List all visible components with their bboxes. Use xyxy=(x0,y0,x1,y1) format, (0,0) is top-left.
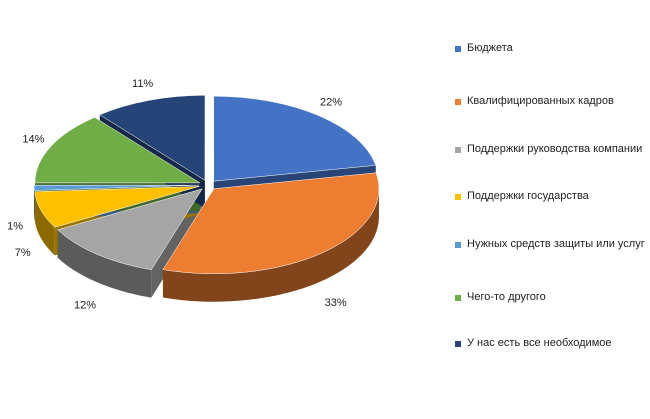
legend-swatch xyxy=(455,242,461,248)
data-label: 7% xyxy=(15,247,31,259)
legend-label: Поддержки государства xyxy=(467,190,589,202)
slice xyxy=(162,172,380,274)
legend-label: У нас есть все необходимое xyxy=(467,337,612,349)
legend-item: У нас есть все необходимое xyxy=(455,335,645,352)
legend-item: Бюджета xyxy=(455,40,645,57)
slice xyxy=(34,117,201,184)
legend-swatch xyxy=(455,295,461,301)
legend-item: Чего-то другого xyxy=(455,289,645,306)
slice-side xyxy=(34,191,55,256)
legend-item: Нужных средств защиты или услуг xyxy=(455,236,645,253)
data-label: 1% xyxy=(7,220,23,232)
data-label: 22% xyxy=(320,96,342,108)
slice-side xyxy=(162,188,380,302)
legend-label: Нужных средств защиты или услуг xyxy=(467,238,645,250)
data-label: 12% xyxy=(74,299,96,311)
slice xyxy=(213,95,377,182)
slice xyxy=(34,186,200,228)
legend-swatch xyxy=(455,194,461,200)
slice xyxy=(57,188,203,270)
slice xyxy=(33,184,200,191)
legend-label: Бюджета xyxy=(467,42,513,54)
legend-item: Поддержки государства xyxy=(455,188,645,205)
slice xyxy=(99,95,206,181)
legend-label: Поддержки руководства компании xyxy=(467,143,643,155)
legend-item: Поддержки руководства компании xyxy=(455,141,645,158)
legend-item: Квалифицированных кадров xyxy=(455,93,645,110)
data-label: 14% xyxy=(22,133,44,145)
legend-label: Квалифицированных кадров xyxy=(467,95,614,107)
data-label: 11% xyxy=(132,78,153,90)
legend-swatch xyxy=(455,341,461,347)
legend-swatch xyxy=(455,99,461,105)
legend-label: Чего-то другого xyxy=(467,291,546,303)
legend-swatch xyxy=(455,147,461,153)
legend-swatch xyxy=(455,46,461,52)
data-label: 33% xyxy=(325,297,347,309)
